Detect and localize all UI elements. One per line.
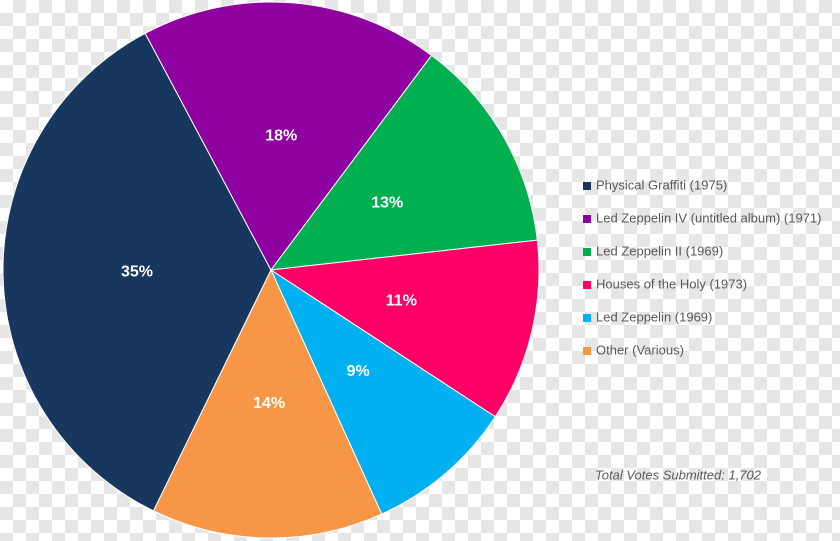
data-label: 35% xyxy=(121,264,153,281)
pie-slice xyxy=(152,268,383,539)
legend-label: Other (Various) xyxy=(596,342,684,357)
legend-label: Led Zeppelin II (1969) xyxy=(596,243,723,258)
data-label: 11% xyxy=(386,292,417,309)
legend-swatch xyxy=(583,182,591,190)
pie-slice xyxy=(269,239,540,418)
pie xyxy=(2,1,540,539)
legend-label: Led Zeppelin (1969) xyxy=(596,309,712,324)
pie-slice xyxy=(269,268,496,515)
legend-swatch xyxy=(583,248,591,256)
legend: Physical Graffiti (1975) Led Zeppelin IV … xyxy=(583,177,821,357)
legend-swatch xyxy=(583,314,591,322)
legend-label: Led Zeppelin IV (untitled album) (1971) xyxy=(596,210,821,225)
legend-swatch xyxy=(583,347,591,355)
data-label: 9% xyxy=(347,363,370,380)
legend-label: Houses of the Holy (1973) xyxy=(596,276,747,291)
data-label: 18% xyxy=(265,128,297,145)
annotation: Total Votes Submitted: 1,702 xyxy=(595,467,762,482)
legend-swatch xyxy=(583,281,591,289)
pie-slice xyxy=(144,1,433,271)
data-labels: 35% 18% 13% 11% 9% 14% xyxy=(121,128,417,413)
legend-label: Physical Graffiti (1975) xyxy=(596,177,727,192)
pie-slice xyxy=(269,54,538,271)
data-label: 14% xyxy=(253,395,285,412)
pie-slice xyxy=(2,32,272,512)
legend-swatch xyxy=(583,215,591,223)
data-label: 13% xyxy=(371,195,403,212)
